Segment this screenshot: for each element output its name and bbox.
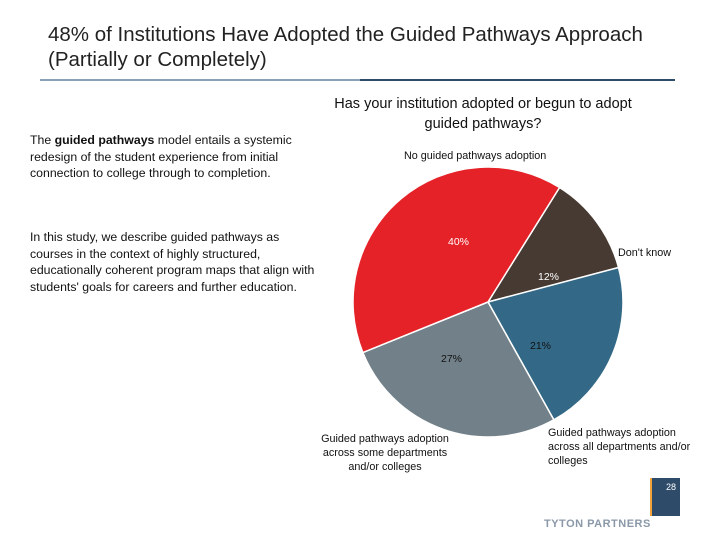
study-description: In this study, we describe guided pathwa… [30, 230, 315, 294]
page-number: 28 [652, 478, 680, 516]
pie-slice-guided-pathways-adoption-across-some-departments-and-or-colleges [361, 301, 555, 438]
pie-slice-no-guided-pathways-adoption [352, 166, 561, 354]
slice-value-all-departments: 21% [530, 340, 552, 352]
pie-slice-don-t-know [486, 186, 620, 304]
page-badge-accent [650, 478, 652, 516]
chart-title: Has your institution adopted or begun to… [334, 96, 632, 132]
slice-value-dont-know: 12% [538, 271, 560, 283]
pie-slice-guided-pathways-adoption-across-all-departments-and-or-colleges [486, 266, 624, 421]
guided-pathways-definition: The guided pathways model entails a syst… [30, 132, 320, 182]
slice-value-some-departments: 27% [441, 353, 463, 365]
slide-title: 48% of Institutions Have Adopted the Gui… [48, 23, 643, 71]
title-divider-accent [40, 79, 360, 81]
legend-label-all-departments: Guided pathways adoption across all depa… [548, 427, 691, 467]
slice-value-no-adoption: 40% [448, 236, 470, 248]
definition-bold-term: guided pathways [54, 133, 155, 147]
brand-logo: TYTON PARTNERS [544, 518, 651, 530]
legend-label-dont-know: Don't know [618, 247, 672, 259]
definition-prefix: The [30, 133, 55, 147]
legend-label-no-adoption: No guided pathways adoption [404, 150, 547, 162]
legend-label-some-departments: Guided pathways adoption across some dep… [321, 433, 449, 473]
definition-suffix: model entails a systemic redesign of the… [30, 133, 292, 180]
